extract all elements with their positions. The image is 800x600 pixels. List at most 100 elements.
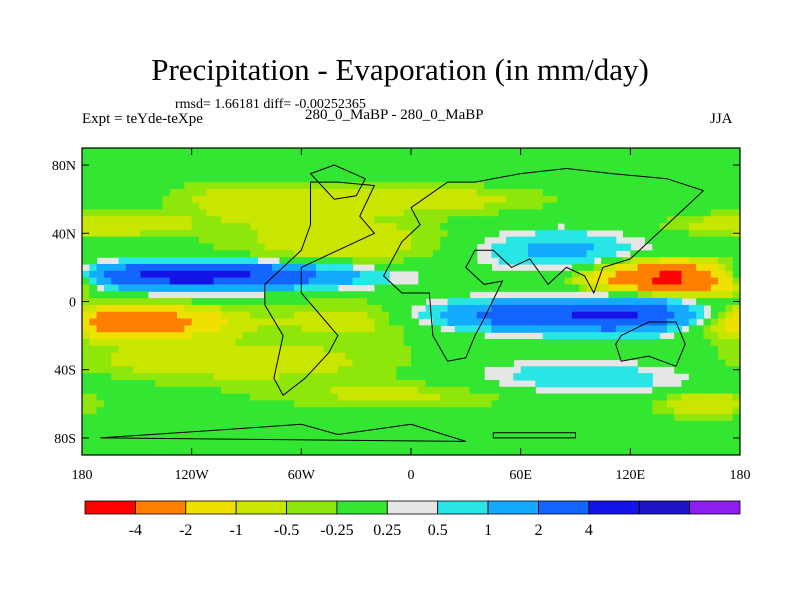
field-cell — [272, 188, 280, 197]
field-cell — [513, 393, 522, 402]
field-cell — [294, 277, 302, 286]
field-cell — [418, 277, 427, 286]
field-cell — [432, 236, 441, 245]
field-cell — [557, 216, 566, 224]
field-cell — [206, 243, 215, 251]
field-cell — [345, 202, 354, 210]
field-cell — [688, 229, 697, 238]
field-cell — [184, 168, 193, 176]
field-cell — [696, 195, 705, 204]
field-cell — [710, 291, 719, 299]
field-cell — [535, 154, 544, 163]
field-cell — [323, 448, 332, 455]
field-cell — [506, 243, 514, 251]
field-cell — [111, 298, 120, 306]
field-cell — [125, 182, 134, 190]
field-cell — [447, 345, 456, 354]
field-cell — [630, 427, 639, 436]
field-cell — [484, 379, 493, 388]
field-cell — [118, 386, 127, 395]
field-cell — [506, 448, 514, 455]
field-cell — [601, 257, 609, 265]
field-cell — [484, 420, 493, 429]
field-cell — [191, 345, 200, 354]
field-cell — [155, 345, 164, 354]
field-cell — [191, 284, 200, 292]
field-cell — [703, 386, 712, 395]
field-cell — [308, 311, 317, 320]
field-cell — [411, 284, 419, 292]
field-cell — [345, 175, 354, 183]
field-cell — [184, 223, 193, 231]
field-cell — [432, 223, 441, 231]
field-cell — [411, 373, 419, 381]
field-cell — [337, 154, 346, 163]
field-cell — [213, 386, 222, 395]
field-cell — [462, 250, 471, 258]
field-cell — [608, 161, 617, 170]
field-cell — [279, 154, 288, 163]
field-cell — [250, 236, 259, 245]
field-cell — [301, 427, 310, 436]
field-cell — [118, 304, 127, 313]
field-cell — [264, 250, 273, 258]
field-cell — [118, 407, 127, 415]
field-cell — [235, 414, 244, 422]
field-cell — [440, 291, 449, 299]
field-cell — [133, 311, 142, 320]
field-cell — [118, 243, 127, 251]
colorbar-label: 4 — [585, 522, 593, 539]
x-tick-label: 180 — [72, 468, 93, 483]
field-cell — [688, 154, 697, 163]
field-cell — [462, 379, 471, 388]
field-cell — [103, 270, 112, 279]
field-cell — [718, 223, 726, 231]
field-cell — [323, 379, 332, 388]
field-cell — [125, 291, 134, 299]
field-cell — [637, 148, 646, 156]
field-cell — [323, 263, 332, 272]
field-cell — [89, 148, 98, 156]
field-cell — [250, 366, 259, 374]
field-cell — [308, 359, 317, 367]
field-cell — [323, 434, 332, 442]
field-cell — [381, 182, 390, 190]
field-cell — [579, 202, 588, 210]
field-cell — [710, 195, 719, 204]
field-cell — [571, 379, 580, 388]
field-cell — [330, 373, 339, 381]
field-cell — [96, 311, 105, 320]
field-cell — [447, 148, 456, 156]
field-cell — [286, 263, 295, 272]
field-cell — [447, 427, 456, 436]
field-cell — [125, 414, 134, 422]
field-cell — [155, 304, 164, 313]
field-cell — [301, 318, 310, 326]
field-cell — [710, 243, 719, 251]
field-cell — [381, 236, 390, 245]
field-cell — [103, 345, 112, 354]
field-cell — [535, 352, 544, 361]
field-cell — [674, 311, 683, 320]
field-cell — [484, 229, 493, 238]
field-cell — [257, 148, 266, 156]
field-cell — [337, 393, 346, 402]
field-cell — [374, 298, 383, 306]
field-cell — [367, 373, 376, 381]
field-cell — [103, 175, 112, 183]
field-cell — [140, 175, 149, 183]
field-cell — [264, 366, 273, 374]
field-cell — [279, 209, 288, 217]
field-cell — [323, 209, 332, 217]
field-cell — [103, 420, 112, 429]
field-cell — [345, 414, 354, 422]
field-cell — [396, 318, 405, 326]
field-cell — [718, 379, 726, 388]
field-cell — [198, 154, 207, 163]
field-cell — [125, 277, 134, 286]
field-cell — [447, 188, 456, 197]
field-cell — [235, 318, 244, 326]
field-cell — [623, 270, 631, 279]
field-cell — [147, 407, 156, 415]
field-cell — [549, 318, 558, 326]
